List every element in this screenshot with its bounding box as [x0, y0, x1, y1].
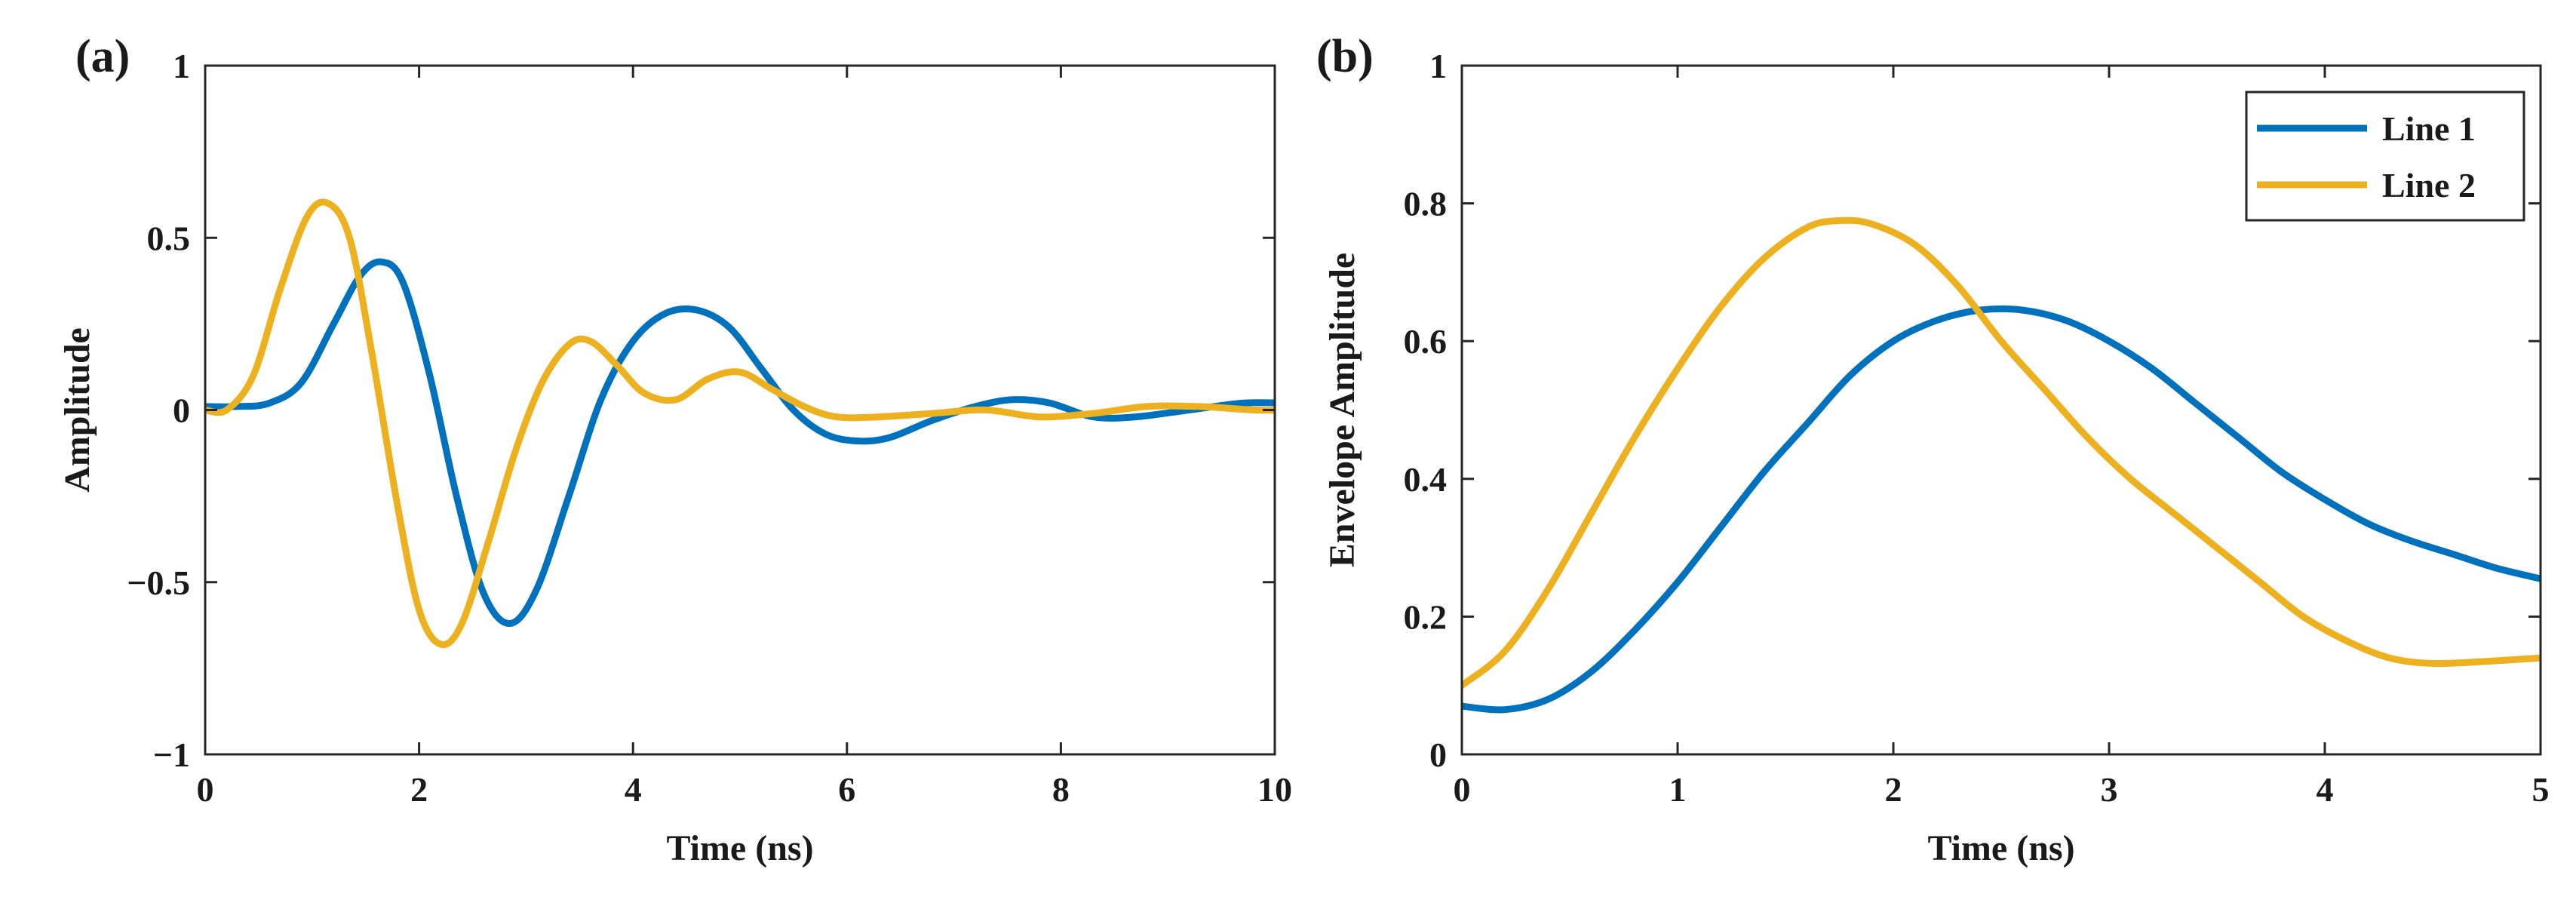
x-tick-label: 6	[838, 770, 855, 809]
series-line-2	[205, 198, 1275, 649]
y-axis-title: Envelope Amplitude	[1322, 253, 1362, 567]
x-tick-label: 0	[1454, 770, 1471, 809]
y-tick-label: 0.5	[147, 219, 191, 257]
y-tick-label: −0.5	[127, 564, 190, 602]
x-tick-label: 3	[2101, 770, 2118, 809]
panel-b: 0 1 2 3 4 5 0 0.2 0.4 0.6 0.8 1 Time (ns) Envelope Am…	[1316, 31, 2550, 868]
y-tick-label: 0.2	[1404, 597, 1448, 636]
x-tick-label: 0	[197, 770, 214, 809]
legend-label-2: Line 2	[2382, 166, 2476, 204]
panel-label: (b)	[1316, 31, 1374, 82]
y-tick-label: −1	[153, 735, 190, 774]
series-line-1	[1462, 305, 2541, 714]
x-axis-title: Time (ns)	[1927, 828, 2074, 868]
x-tick-label: 2	[1885, 770, 1902, 809]
x-tick-label: 5	[2532, 770, 2550, 809]
y-tick-label: 0.4	[1404, 460, 1448, 499]
x-tick-label: 1	[1669, 770, 1687, 809]
legend-label-1: Line 1	[2382, 109, 2476, 148]
x-tick-label: 4	[625, 770, 642, 809]
legend-box	[2245, 91, 2525, 222]
y-tick-label: 1	[1429, 47, 1447, 85]
x-axis-title: Time (ns)	[666, 828, 813, 868]
y-tick-label: 0.8	[1404, 185, 1448, 223]
y-tick-label: 1	[173, 47, 190, 85]
x-tick-label: 2	[410, 770, 428, 809]
series-line-1	[205, 258, 1275, 627]
panel-a: 0 2 4 6 8 10 −1 −0.5 0 0.5 1 Time (ns) Amplitude (a)	[57, 31, 1292, 868]
axes-box	[1460, 64, 2542, 756]
legend: Line 1 Line 2	[2245, 91, 2525, 222]
y-tick-label: 0.6	[1404, 322, 1448, 361]
panel-label: (a)	[75, 31, 130, 82]
x-tick-label: 4	[2317, 770, 2334, 809]
series-line-2	[1462, 217, 2541, 689]
y-tick-label: 0	[173, 392, 190, 430]
y-tick-label: 0	[1429, 735, 1447, 774]
x-tick-label: 8	[1052, 770, 1070, 809]
x-tick-label: 10	[1257, 770, 1292, 809]
y-axis-title: Amplitude	[57, 327, 97, 493]
